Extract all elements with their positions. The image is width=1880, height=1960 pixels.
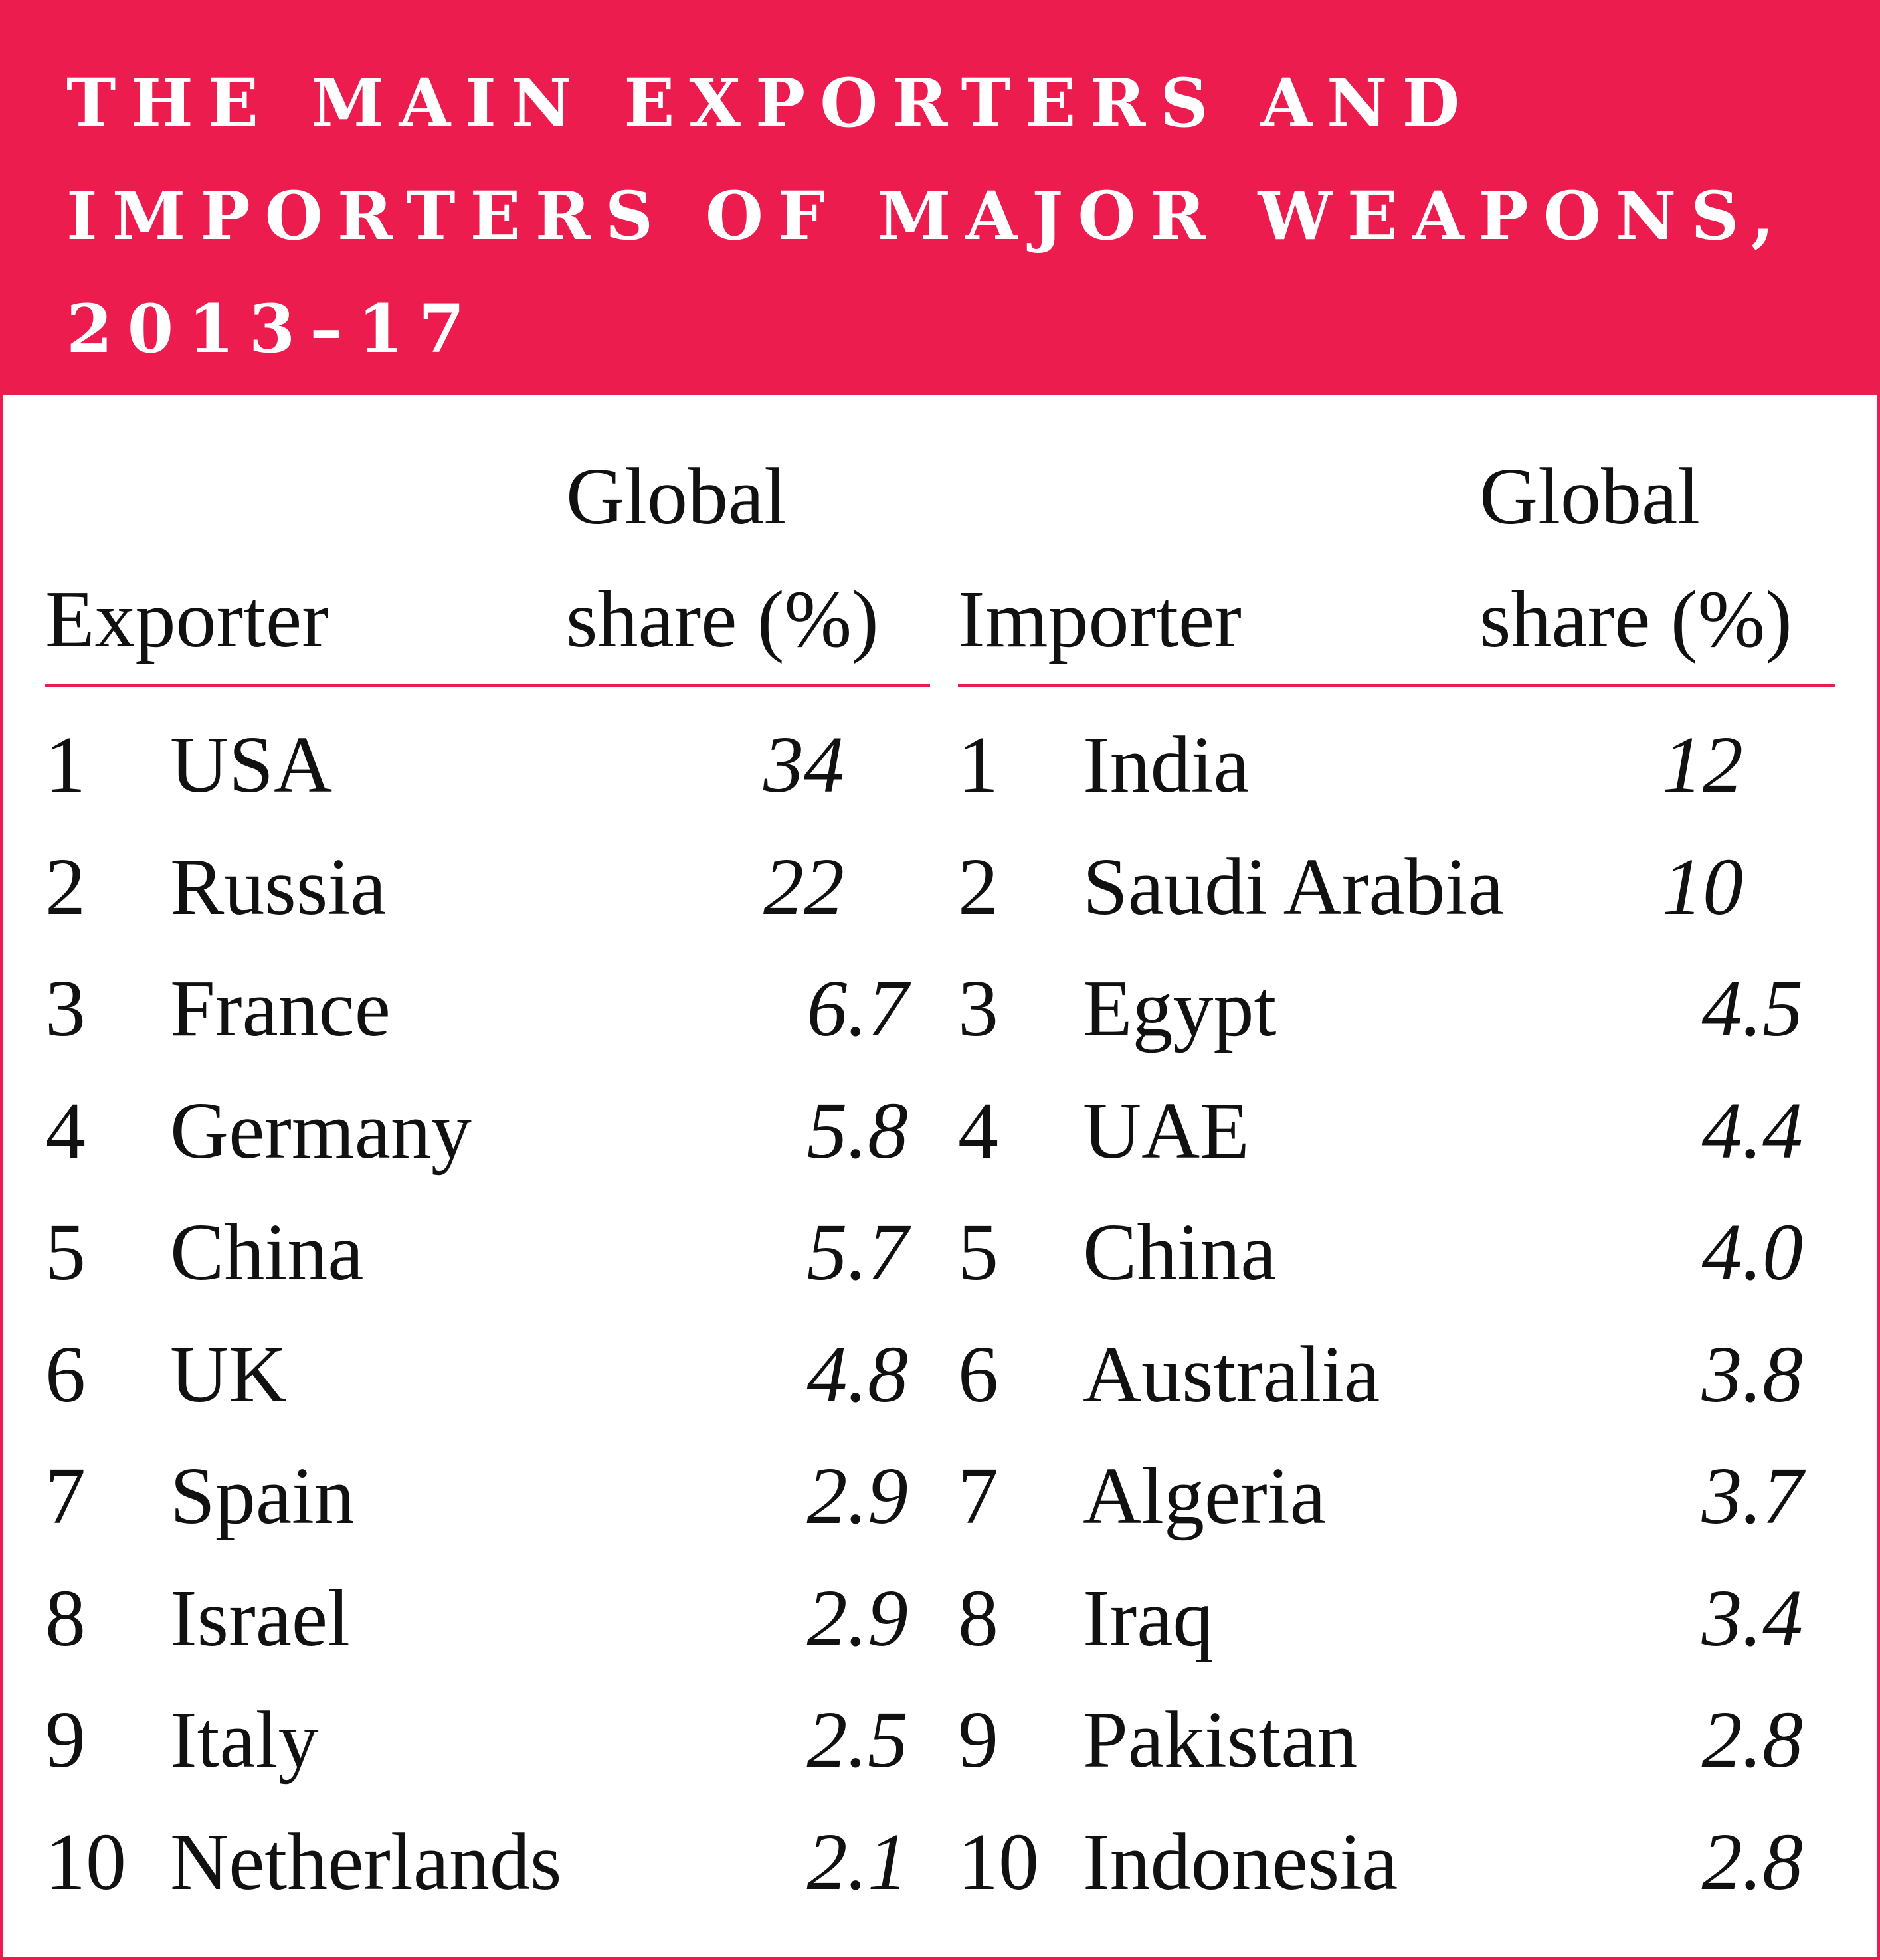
exporter-column-header: Exporter: [45, 575, 329, 664]
table-row: 6 Australia 3.8: [958, 1314, 1835, 1436]
table-row: 3 Egypt 4.5: [958, 948, 1835, 1070]
importer-column-header: Importer: [958, 575, 1242, 664]
global-share-value: 22: [763, 842, 844, 932]
table-row: 7 Spain 2.9: [45, 1435, 930, 1558]
global-share-value: 2.9: [806, 1451, 909, 1541]
global-share-value: 12: [1662, 720, 1743, 810]
table-row: 10 Indonesia 2.8: [958, 1801, 1835, 1923]
rank: 5: [45, 1207, 86, 1297]
rank: 2: [958, 842, 998, 932]
global-share-value: 6.7: [806, 964, 909, 1053]
importer-share-header-line2: share (%): [1479, 575, 1792, 664]
rank: 9: [958, 1695, 998, 1785]
importer-share-column-header: Global share (%): [1479, 435, 1792, 681]
exporters-header-rule: [45, 684, 930, 687]
global-share-value: 2.8: [1701, 1695, 1804, 1785]
rank: 7: [958, 1451, 998, 1541]
exporters-table: Exporter Global share (%) 1 USA 34 2 Russia…: [45, 438, 930, 1939]
table-row: 9 Italy 2.5: [45, 1679, 930, 1801]
rank: 1: [45, 720, 86, 810]
rank: 10: [958, 1817, 1039, 1907]
rank: 10: [45, 1817, 126, 1907]
country-name: France: [170, 964, 391, 1053]
rank: 8: [958, 1573, 998, 1663]
country-name: USA: [170, 720, 333, 810]
exporters-header: Exporter Global share (%): [45, 438, 930, 681]
rank: 6: [45, 1329, 86, 1419]
exporter-share-header-line2: share (%): [566, 575, 879, 664]
global-share-value: 3.4: [1701, 1573, 1804, 1663]
table-row: 2 Russia 22: [45, 826, 930, 948]
global-share-value: 10: [1662, 842, 1743, 932]
table-row: 4 UAE 4.4: [958, 1070, 1835, 1192]
global-share-value: 4.0: [1701, 1207, 1804, 1297]
global-share-value: 3.8: [1701, 1329, 1804, 1419]
table-row: 8 Israel 2.9: [45, 1558, 930, 1680]
global-share-value: 4.8: [806, 1329, 909, 1419]
global-share-value: 2.5: [806, 1695, 909, 1785]
global-share-value: 4.4: [1701, 1085, 1804, 1176]
global-share-value: 5.7: [806, 1207, 909, 1297]
page-title: THE MAIN EXPORTERS AND IMPORTERS OF MAJO…: [66, 64, 1789, 368]
table-row: 7 Algeria 3.7: [958, 1435, 1835, 1558]
country-name: Indonesia: [1083, 1817, 1398, 1907]
rank: 4: [45, 1085, 86, 1176]
country-name: Egypt: [1083, 964, 1277, 1053]
rank: 4: [958, 1085, 998, 1176]
country-name: Iraq: [1083, 1573, 1214, 1663]
country-name: China: [1083, 1207, 1277, 1297]
table-row: 1 USA 34: [45, 704, 930, 826]
exporters-list: 1 USA 34 2 Russia 22 3 France 6.7 4 Germany 5.8 …: [45, 704, 930, 1923]
exporter-share-header-line1: Global: [566, 452, 787, 541]
rank: 2: [45, 842, 86, 932]
rank: 1: [958, 720, 998, 810]
country-name: Saudi Arabia: [1083, 842, 1504, 932]
country-name: UAE: [1083, 1085, 1250, 1176]
country-name: India: [1083, 720, 1250, 810]
rank: 9: [45, 1695, 86, 1785]
table-row: 9 Pakistan 2.8: [958, 1679, 1835, 1801]
country-name: Germany: [170, 1085, 472, 1176]
importers-header: Importer Global share (%): [958, 438, 1835, 681]
importers-header-rule: [958, 684, 1835, 687]
importers-table: Importer Global share (%) 1 India 12 2 Saud…: [958, 438, 1835, 1939]
country-name: Netherlands: [170, 1817, 562, 1907]
country-name: Russia: [170, 842, 387, 932]
global-share-value: 2.9: [806, 1573, 909, 1663]
country-name: Pakistan: [1083, 1695, 1358, 1785]
importers-list: 1 India 12 2 Saudi Arabia 10 3 Egypt 4.5 4 UAE 4…: [958, 704, 1835, 1923]
global-share-value: 3.7: [1701, 1451, 1804, 1541]
rank: 6: [958, 1329, 998, 1419]
global-share-value: 4.5: [1701, 964, 1804, 1053]
table-row: 6 UK 4.8: [45, 1314, 930, 1436]
country-name: Israel: [170, 1573, 350, 1663]
country-name: China: [170, 1207, 364, 1297]
country-name: Italy: [170, 1695, 319, 1785]
country-name: UK: [170, 1329, 288, 1419]
title-banner: THE MAIN EXPORTERS AND IMPORTERS OF MAJO…: [0, 0, 1880, 395]
global-share-value: 2.1: [806, 1817, 909, 1907]
global-share-value: 2.8: [1701, 1817, 1804, 1907]
country-name: Algeria: [1083, 1451, 1326, 1541]
importer-share-header-line1: Global: [1479, 452, 1701, 541]
table-row: 5 China 5.7: [45, 1192, 930, 1314]
table-row: 10 Netherlands 2.1: [45, 1801, 930, 1923]
table-row: 3 France 6.7: [45, 948, 930, 1070]
rank: 3: [958, 964, 998, 1053]
table-row: 8 Iraq 3.4: [958, 1558, 1835, 1680]
rank: 5: [958, 1207, 998, 1297]
global-share-value: 34: [763, 720, 844, 810]
table-row: 2 Saudi Arabia 10: [958, 826, 1835, 948]
table-row: 4 Germany 5.8: [45, 1070, 930, 1192]
country-name: Australia: [1083, 1329, 1380, 1419]
rank: 7: [45, 1451, 86, 1541]
table-row: 1 India 12: [958, 704, 1835, 826]
rank: 8: [45, 1573, 86, 1663]
rank: 3: [45, 964, 86, 1053]
country-name: Spain: [170, 1451, 355, 1541]
table-row: 5 China 4.0: [958, 1192, 1835, 1314]
global-share-value: 5.8: [806, 1085, 909, 1176]
exporter-share-column-header: Global share (%): [566, 435, 879, 681]
